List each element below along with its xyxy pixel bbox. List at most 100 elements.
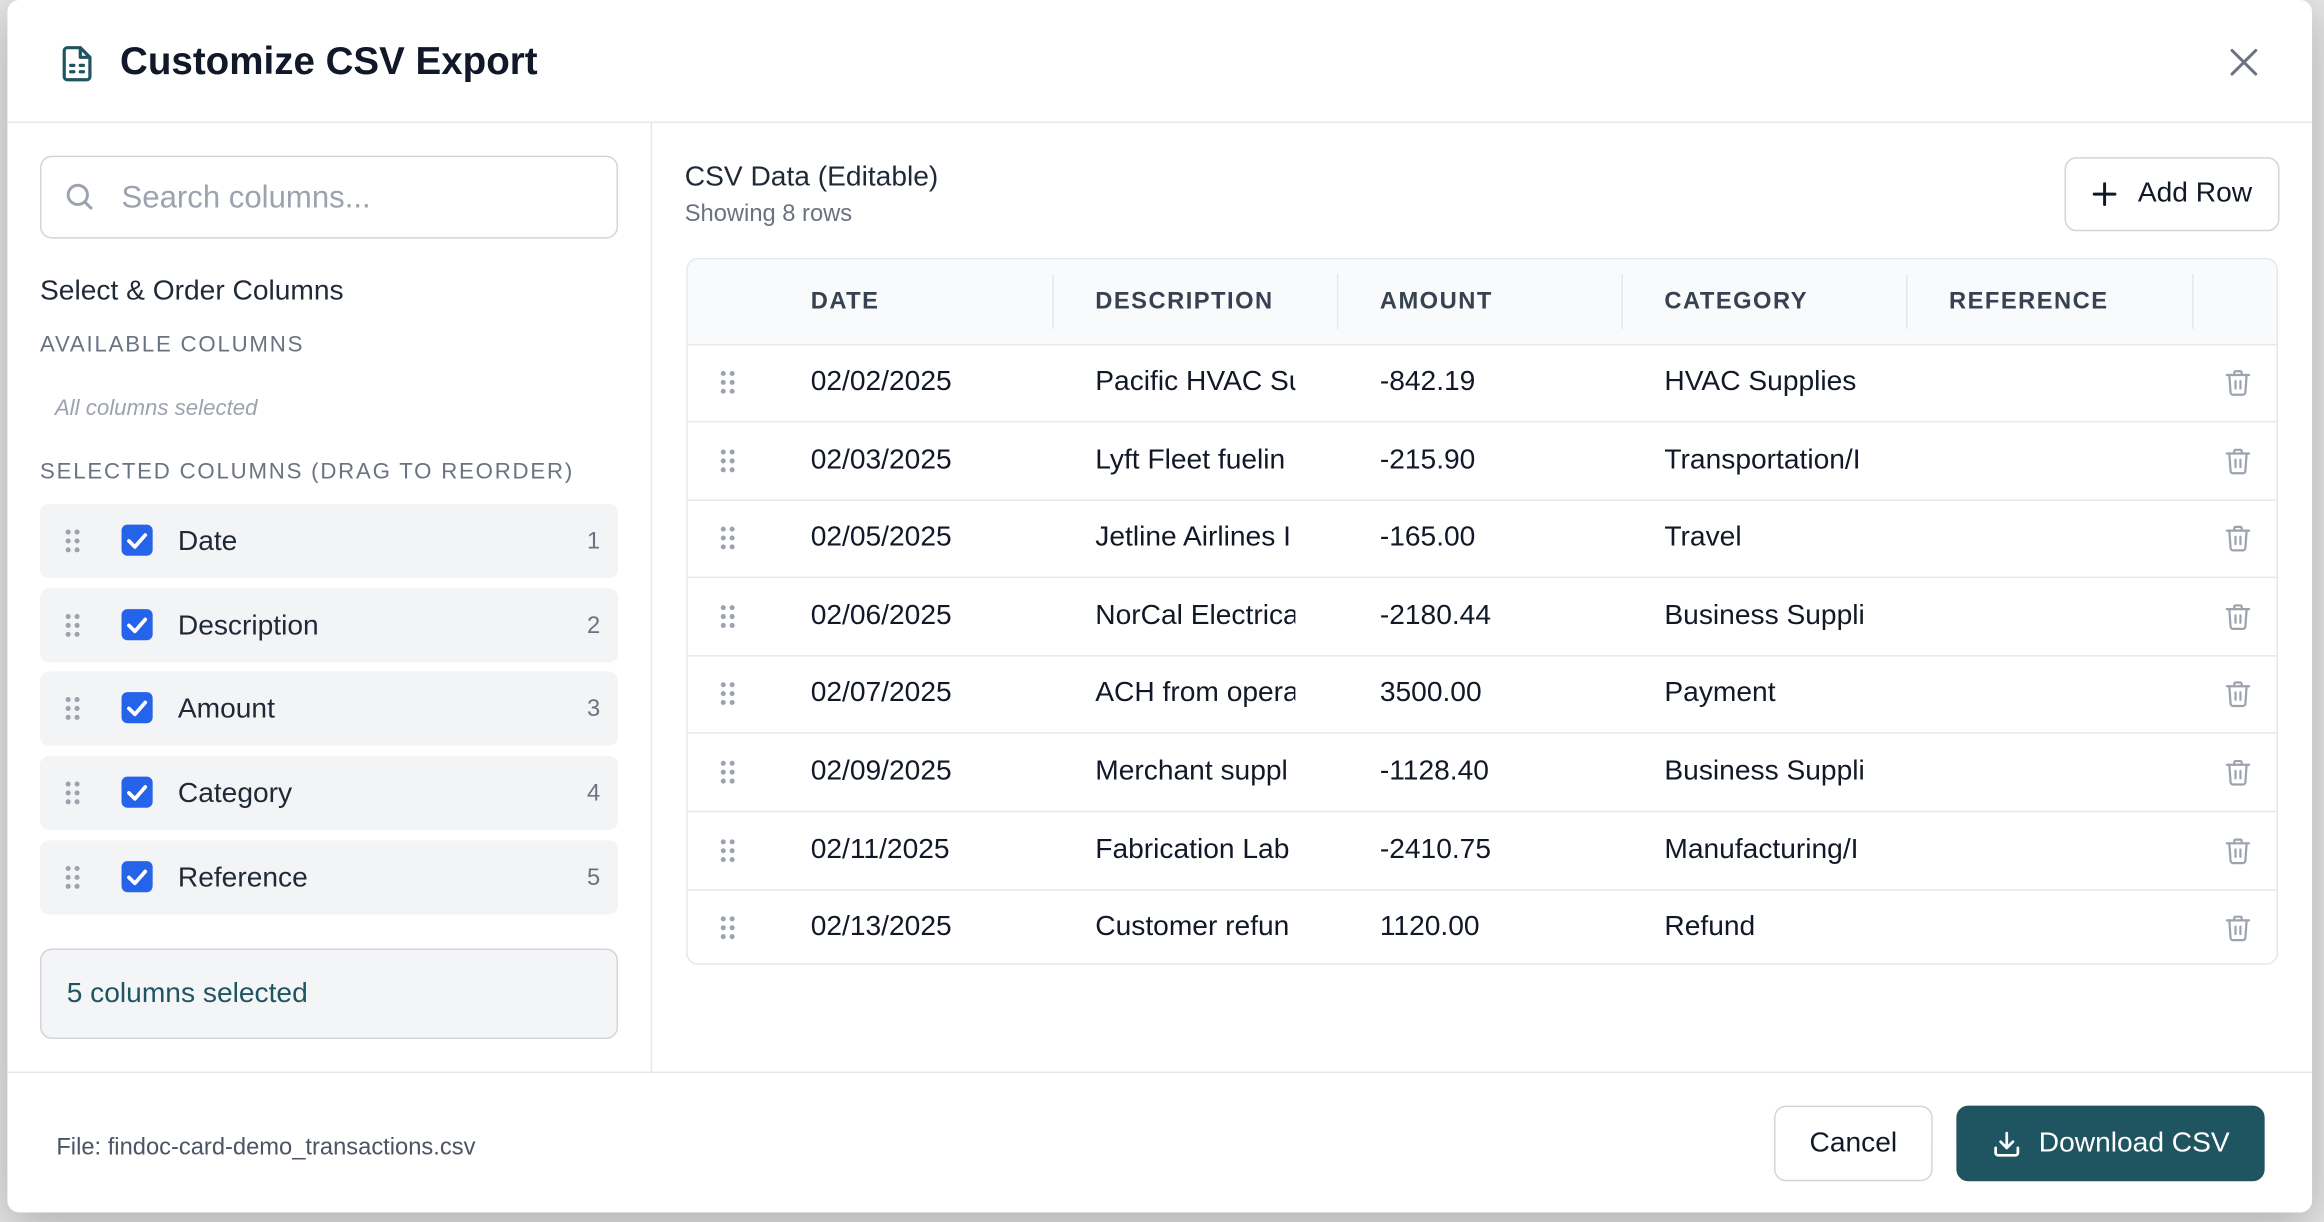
divider bbox=[7, 1071, 2313, 1074]
column-order: 1 bbox=[587, 529, 601, 555]
download-button[interactable]: Download CSV bbox=[1956, 1105, 2265, 1182]
table-cell[interactable]: Pacific HVAC Su bbox=[1095, 366, 1296, 398]
table-cell[interactable]: Customer refun bbox=[1095, 911, 1290, 943]
column-item[interactable]: Amount 3 bbox=[40, 671, 619, 747]
drag-dots bbox=[720, 916, 735, 940]
column-item[interactable]: Description 2 bbox=[40, 587, 619, 663]
table-cell[interactable]: 1120.00 bbox=[1379, 911, 1480, 943]
drag-dots bbox=[720, 448, 735, 472]
table-cell[interactable]: -2180.44 bbox=[1379, 599, 1492, 632]
checkbox[interactable] bbox=[121, 524, 153, 556]
checkbox[interactable] bbox=[121, 860, 153, 892]
column-item[interactable]: Category 4 bbox=[40, 756, 619, 831]
table-cell[interactable]: Business Suppli bbox=[1664, 599, 1865, 632]
footer: File: findoc-card-demo_transactions.csv … bbox=[7, 1073, 2313, 1213]
column-name: Date bbox=[177, 526, 238, 558]
add-row-button[interactable]: Add Row bbox=[2064, 157, 2280, 232]
table-cell[interactable]: NorCal Electrica bbox=[1095, 599, 1296, 632]
close-button[interactable] bbox=[2228, 46, 2261, 79]
table-cell[interactable]: HVAC Supplies bbox=[1664, 366, 1857, 398]
column-name: Amount bbox=[177, 694, 275, 726]
check bbox=[127, 869, 148, 885]
delete-button[interactable] bbox=[2223, 912, 2253, 945]
table-cell[interactable]: 02/13/2025 bbox=[810, 911, 952, 943]
column-item[interactable]: Date 1 bbox=[40, 503, 619, 579]
table-cell[interactable]: Transportation/I bbox=[1664, 444, 1861, 476]
column-name: Category bbox=[177, 778, 293, 810]
drag-handle bbox=[719, 837, 737, 864]
drag-handle bbox=[64, 864, 82, 891]
search-placeholder: Search columns... bbox=[121, 180, 371, 215]
column-item[interactable]: Reference 5 bbox=[40, 840, 619, 915]
table-title: CSV Data (Editable) bbox=[684, 161, 939, 193]
table-cell[interactable]: Travel bbox=[1664, 521, 1742, 554]
delete-button[interactable] bbox=[2223, 756, 2253, 789]
check bbox=[127, 701, 148, 717]
column-order: 4 bbox=[587, 781, 601, 807]
column-divider bbox=[1905, 274, 1908, 330]
check bbox=[127, 785, 148, 801]
table-cell[interactable]: 02/02/2025 bbox=[810, 366, 952, 398]
table-cell[interactable]: 02/03/2025 bbox=[810, 444, 952, 476]
checkbox[interactable] bbox=[121, 608, 153, 640]
column-divider bbox=[2192, 274, 2194, 330]
table-cell[interactable]: 02/11/2025 bbox=[810, 833, 950, 865]
check bbox=[127, 617, 148, 633]
checkbox[interactable] bbox=[121, 692, 153, 724]
button-label: Download CSV bbox=[2038, 1127, 2230, 1159]
table-cell[interactable]: Payment bbox=[1664, 677, 1776, 710]
delete-button[interactable] bbox=[2223, 834, 2253, 867]
table-cell[interactable]: Fabrication Lab bbox=[1095, 833, 1290, 865]
delete-button[interactable] bbox=[2223, 600, 2253, 633]
table-cell[interactable]: Jetline Airlines I bbox=[1095, 521, 1291, 554]
table-cell[interactable]: 02/07/2025 bbox=[810, 677, 952, 710]
table-subtitle: Showing 8 rows bbox=[684, 201, 853, 227]
table-cell[interactable]: 02/06/2025 bbox=[810, 599, 952, 632]
download-icon bbox=[1993, 1130, 2019, 1156]
table-cell[interactable]: -215.90 bbox=[1379, 444, 1476, 476]
table-cell[interactable]: Merchant suppl bbox=[1095, 755, 1288, 787]
button-label: Cancel bbox=[1809, 1127, 1898, 1159]
delete-button[interactable] bbox=[2223, 522, 2253, 555]
table-cell[interactable]: Business Suppli bbox=[1664, 755, 1865, 787]
modal-title: Customize CSV Export bbox=[120, 38, 538, 83]
trash-icon bbox=[2225, 448, 2251, 474]
delete-button[interactable] bbox=[2223, 444, 2253, 477]
drag-dots bbox=[65, 865, 80, 889]
drag-dots bbox=[65, 529, 80, 553]
delete-button[interactable] bbox=[2223, 366, 2253, 399]
trash-icon bbox=[2225, 370, 2251, 396]
section-heading: Select & Order Columns bbox=[40, 275, 344, 307]
column-order: 3 bbox=[587, 697, 601, 723]
table-cell[interactable]: ACH from opera bbox=[1095, 677, 1296, 710]
column-header: AMOUNT bbox=[1379, 289, 1493, 315]
column-divider bbox=[1052, 274, 1054, 330]
search-icon bbox=[66, 183, 93, 211]
modal: Customize CSV Export Search columns... S… bbox=[7, 0, 2313, 1213]
table-row: 02/11/2025 Fabrication Lab -2410.75 Manufac… bbox=[687, 812, 2277, 891]
table-cell[interactable]: 02/05/2025 bbox=[810, 521, 952, 554]
table-cell[interactable]: Refund bbox=[1664, 911, 1756, 943]
column-name: Description bbox=[177, 610, 319, 642]
delete-button[interactable] bbox=[2223, 678, 2253, 711]
summary-text: 5 columns selected bbox=[66, 978, 308, 1010]
drag-handle bbox=[719, 681, 737, 708]
table-cell[interactable]: -2410.75 bbox=[1379, 833, 1492, 865]
table-cell[interactable]: -842.19 bbox=[1379, 366, 1476, 398]
table-cell[interactable]: -1128.40 bbox=[1379, 755, 1489, 787]
column-name: Reference bbox=[177, 862, 308, 894]
table-row: 02/02/2025 Pacific HVAC Su -842.19 HVAC Sup… bbox=[687, 344, 2277, 423]
search-input[interactable]: Search columns... bbox=[40, 155, 619, 239]
table-row: 02/05/2025 Jetline Airlines I -165.00 Trave… bbox=[687, 500, 2277, 579]
drag-dots bbox=[65, 781, 80, 805]
table-cell[interactable]: 3500.00 bbox=[1379, 677, 1482, 710]
table-cell[interactable]: Manufacturing/I bbox=[1664, 833, 1859, 865]
table-row: 02/13/2025 Customer refun 1120.00 Refund bbox=[688, 890, 2277, 964]
table-header: DATE DESCRIPTION AMOUNT CATEGORY REFERENCE bbox=[687, 259, 2277, 346]
table-cell[interactable]: -165.00 bbox=[1379, 521, 1476, 554]
table-cell[interactable]: 02/09/2025 bbox=[810, 755, 952, 787]
checkbox[interactable] bbox=[121, 776, 153, 808]
cancel-button[interactable]: Cancel bbox=[1774, 1105, 1933, 1182]
table-cell[interactable]: Lyft Fleet fuelin bbox=[1095, 444, 1286, 476]
